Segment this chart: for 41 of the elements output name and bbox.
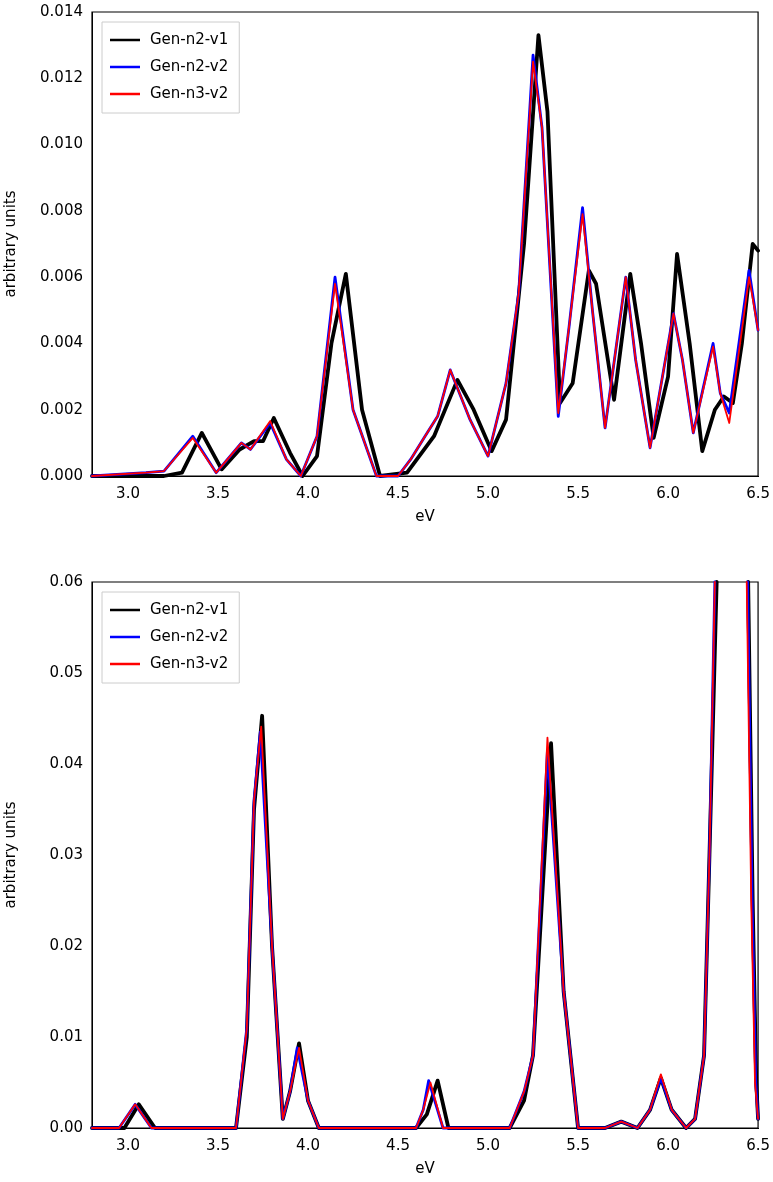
y-tick-label: 0.05 (49, 662, 83, 681)
y-tick-label: 0.02 (49, 935, 83, 954)
y-tick-label: 0.002 (40, 399, 83, 418)
x-tick-label: 4.0 (296, 483, 320, 502)
x-tick-label: 3.0 (116, 1135, 140, 1154)
y-axis-title: arbitrary units (0, 190, 19, 298)
x-tick-label: 6.5 (746, 1135, 770, 1154)
x-tick-label: 3.0 (116, 483, 140, 502)
y-tick-label: 0.03 (49, 844, 83, 863)
x-axis-title: eV (415, 506, 436, 525)
y-tick-label: 0.04 (49, 753, 83, 772)
x-tick-label: 6.0 (656, 1135, 680, 1154)
y-tick-label: 0.000 (40, 465, 83, 484)
x-axis-title: eV (415, 1158, 436, 1177)
y-tick-label: 0.010 (40, 134, 83, 153)
y-tick-label: 0.008 (40, 200, 83, 219)
legend-label: Gen-n3-v2 (150, 83, 229, 102)
y-tick-label: 0.004 (40, 333, 83, 352)
x-tick-label: 5.0 (476, 483, 500, 502)
legend-label: Gen-n2-v2 (150, 56, 229, 75)
x-tick-label: 3.5 (206, 1135, 230, 1154)
x-tick-label: 4.5 (386, 483, 410, 502)
y-tick-label: 0.014 (40, 1, 83, 20)
x-tick-label: 6.0 (656, 483, 680, 502)
x-tick-label: 5.0 (476, 1135, 500, 1154)
x-tick-label: 6.5 (746, 483, 770, 502)
y-tick-label: 0.00 (49, 1117, 83, 1136)
legend-label: Gen-n3-v2 (150, 653, 229, 672)
legend-label: Gen-n2-v1 (150, 599, 229, 618)
y-tick-label: 0.006 (40, 267, 83, 286)
y-axis-title: arbitrary units (0, 801, 19, 909)
x-tick-label: 5.5 (566, 1135, 590, 1154)
y-tick-label: 0.06 (49, 571, 83, 590)
legend-label: Gen-n2-v2 (150, 626, 229, 645)
x-tick-label: 4.5 (386, 1135, 410, 1154)
x-tick-label: 5.5 (566, 483, 590, 502)
x-tick-label: 4.0 (296, 1135, 320, 1154)
legend-label: Gen-n2-v1 (150, 29, 229, 48)
x-tick-label: 3.5 (206, 483, 230, 502)
y-tick-label: 0.012 (40, 68, 83, 87)
y-tick-label: 0.01 (49, 1026, 83, 1045)
